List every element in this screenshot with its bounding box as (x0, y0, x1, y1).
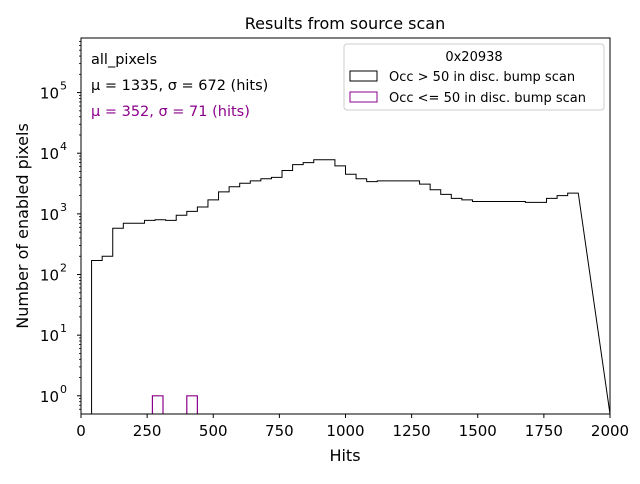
plot-area (91, 159, 611, 415)
y-axis-label: Number of enabled pixels (13, 123, 32, 329)
stats-annotation: μ = 1335, σ = 672 (hits) (91, 78, 268, 94)
legend-title: 0x20938 (445, 50, 502, 65)
legend-entry-label: Occ <= 50 in disc. bump scan (389, 91, 586, 106)
y-tick-label: 10 (40, 85, 59, 103)
x-tick-label: 1000 (326, 422, 364, 440)
y-tick-label: 10 (40, 145, 59, 163)
x-axis-label: Hits (329, 446, 360, 465)
stats-annotation: μ = 352, σ = 71 (hits) (91, 104, 250, 120)
legend-box (343, 43, 605, 111)
y-tick-exponent: 0 (60, 383, 67, 396)
legend: 0x20938 Occ > 50 in disc. bump scan Occ <=… (343, 43, 605, 111)
x-tick-label: 1500 (459, 422, 497, 440)
x-tick-label: 500 (199, 422, 228, 440)
histogram-series-occ-gt-50 (91, 159, 611, 415)
x-axis: 0 250 500 750 1000 1250 1500 1750 2000 (76, 414, 629, 440)
y-tick-label: 10 (40, 388, 59, 406)
legend-entry-label: Occ > 50 in disc. bump scan (389, 70, 575, 85)
y-tick-exponent: 1 (60, 322, 67, 335)
legend-swatch (349, 70, 378, 82)
y-tick-exponent: 5 (60, 80, 67, 93)
stats-annotations: all_pixels μ = 1335, σ = 672 (hits) μ = 35… (91, 52, 268, 120)
x-tick-label: 250 (133, 422, 162, 440)
y-tick-label: 10 (40, 206, 59, 224)
legend-swatch (349, 91, 378, 103)
y-tick-exponent: 3 (60, 201, 67, 214)
histogram-bar-occ-le-50-1 (151, 395, 164, 414)
x-tick-label: 0 (76, 422, 86, 440)
y-tick-label: 10 (40, 327, 59, 345)
x-tick-label: 1750 (525, 422, 563, 440)
y-tick-exponent: 4 (60, 140, 67, 153)
x-tick-label: 750 (265, 422, 294, 440)
histogram-bar-occ-le-50-2 (186, 395, 198, 414)
x-tick-label: 2000 (591, 422, 629, 440)
chart-title: Results from source scan (245, 14, 445, 33)
stats-annotation: all_pixels (91, 52, 157, 68)
y-tick-label: 10 (40, 267, 59, 285)
x-tick-label: 1250 (393, 422, 431, 440)
y-tick-exponent: 2 (60, 262, 67, 275)
